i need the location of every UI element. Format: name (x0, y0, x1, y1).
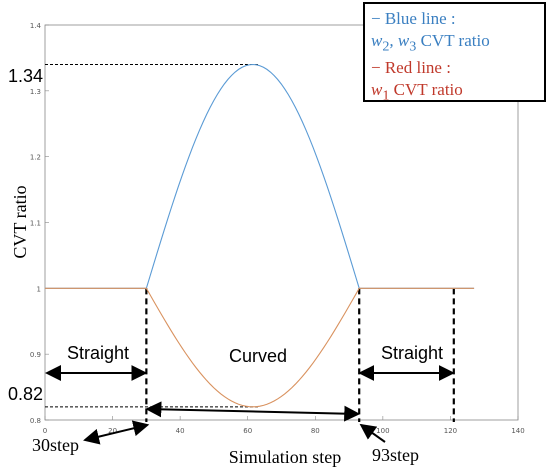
y-tick-label: 1 (37, 285, 41, 293)
legend-blue-sub1: 2 (382, 38, 390, 55)
x-tick-label: 140 (511, 427, 524, 435)
y-max-annotation: 1.34 (8, 66, 43, 86)
legend-blue-title: − Blue line : (371, 9, 456, 28)
y-axis-label: CVT ratio (10, 185, 30, 258)
legend-blue-suffix: CVT ratio (416, 31, 490, 50)
y-tick-label: 1.3 (30, 88, 41, 96)
x-tick-label: 80 (311, 427, 320, 435)
start-step-annotation: 30step (32, 435, 79, 455)
y-tick-label: 1.2 (30, 154, 41, 162)
guide-lines (45, 64, 455, 422)
legend-blue-entry: w2, w3 CVT ratio (371, 30, 538, 57)
blue-series-line (45, 63, 475, 289)
y-min-annotation: 0.82 (8, 384, 43, 404)
x-tick-label: 60 (243, 427, 252, 435)
legend-red-entry: w1 CVT ratio (371, 79, 538, 106)
x-tick-label: 100 (376, 427, 389, 435)
y-tick-label: 0.8 (30, 417, 41, 425)
legend-red-var: w (371, 80, 383, 100)
region-left-label: Straight (67, 343, 129, 363)
legend-blue-sub2: 3 (409, 38, 417, 55)
y-tick-label: 0.9 (30, 351, 41, 359)
legend-red-sub: 1 (382, 87, 390, 104)
x-axis-label: Simulation step (229, 447, 342, 467)
annotation-group (45, 365, 455, 445)
y-tick-label: 1.4 (30, 22, 42, 30)
x-tick-label: 40 (176, 427, 185, 435)
end-step-pointer (359, 423, 386, 443)
legend-red-title: − Red line : (371, 58, 451, 78)
end-step-annotation: 93step (372, 445, 419, 465)
start-step-pointer (83, 420, 150, 445)
curved-span-arrow (145, 401, 361, 422)
y-tick-label: 1.1 (30, 220, 41, 228)
legend-blue-var2: , w (389, 31, 410, 50)
x-tick-label: 120 (444, 427, 457, 435)
x-tick-label: 0 (43, 427, 47, 435)
legend-red-suffix: CVT ratio (389, 80, 463, 100)
legend-blue-var1: w (371, 31, 383, 50)
region-right-label: Straight (381, 343, 443, 363)
legend: − Blue line : w2, w3 CVT ratio − Red lin… (363, 2, 546, 104)
region-mid-label: Curved (229, 346, 287, 366)
